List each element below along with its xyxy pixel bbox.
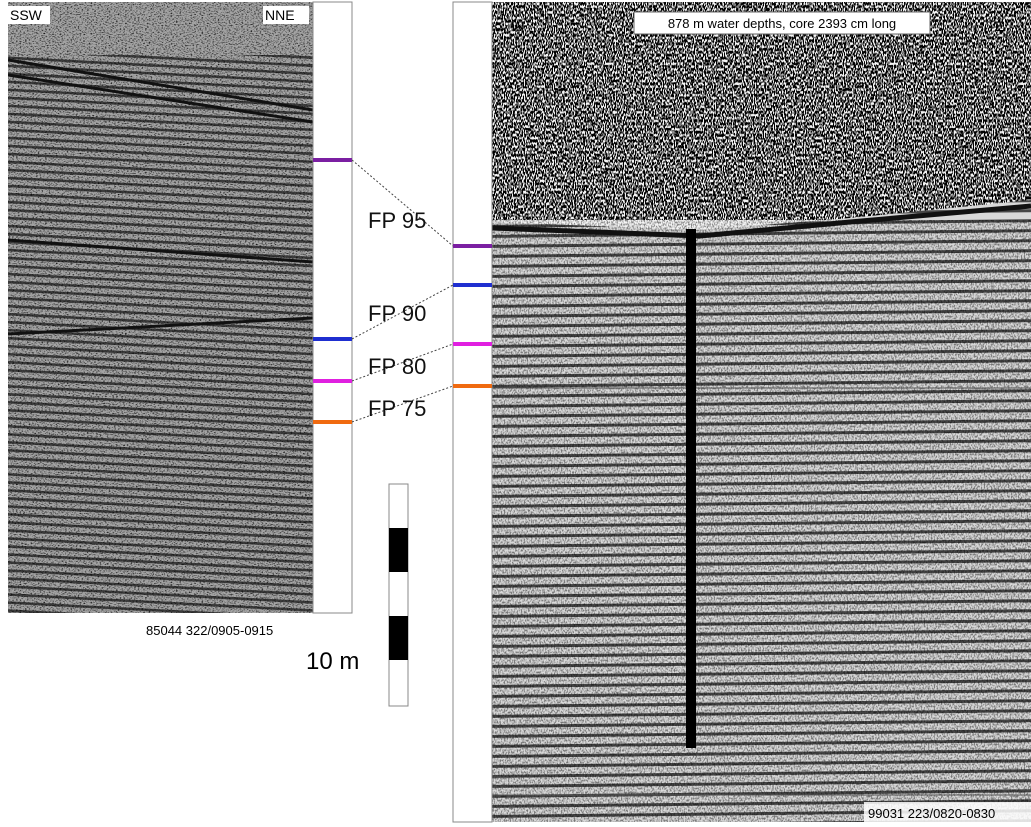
scale-bar (388, 483, 409, 707)
core (686, 229, 696, 748)
right-profile (492, 2, 1031, 822)
horizon-label: FP 95 (368, 208, 426, 233)
direction-label: W (511, 18, 525, 34)
direction-label: NNE (265, 7, 295, 23)
note: 878 m water depths, core 2393 cm long (668, 16, 896, 31)
horizon-label: FP 80 (368, 354, 426, 379)
horizons: FP 95 FP 90 FP 80 FP 75 (313, 158, 492, 424)
horizon-label: FP 75 (368, 396, 426, 421)
connector (351, 284, 454, 340)
connector (351, 159, 454, 247)
connector (351, 343, 454, 382)
caption: 99031 223/0820-0830 (868, 806, 995, 821)
direction-label: E (995, 18, 1004, 34)
connector (351, 385, 454, 423)
horizon-label: FP 90 (368, 301, 426, 326)
caption: 85044 322/0905-0915 (146, 623, 273, 638)
left-profile (8, 2, 313, 613)
scale-label: 10 m (306, 648, 359, 675)
direction-label: SSW (10, 7, 43, 23)
